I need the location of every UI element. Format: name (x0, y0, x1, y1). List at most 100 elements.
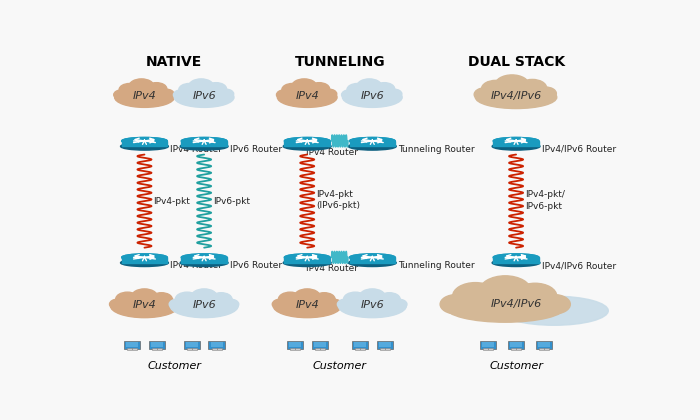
Circle shape (174, 90, 190, 100)
Text: IPv4/IPv6 Router: IPv4/IPv6 Router (542, 261, 616, 270)
FancyBboxPatch shape (209, 341, 225, 349)
FancyBboxPatch shape (351, 341, 368, 349)
FancyBboxPatch shape (149, 341, 165, 349)
Circle shape (169, 299, 186, 310)
Circle shape (321, 89, 337, 99)
Ellipse shape (277, 87, 337, 108)
Circle shape (453, 283, 498, 310)
Ellipse shape (349, 254, 395, 261)
Text: IPv4/IPv6 Router: IPv4/IPv6 Router (542, 145, 616, 154)
Text: IPv4/IPv6: IPv4/IPv6 (491, 92, 542, 101)
Text: Customer: Customer (147, 361, 202, 371)
Text: IPv6 Router: IPv6 Router (230, 145, 282, 154)
Ellipse shape (181, 137, 227, 144)
Text: Tunneling Router: Tunneling Router (398, 145, 475, 154)
FancyBboxPatch shape (482, 342, 494, 347)
Ellipse shape (284, 254, 330, 261)
FancyBboxPatch shape (183, 341, 199, 349)
Ellipse shape (122, 137, 167, 144)
Text: Customer: Customer (489, 361, 543, 371)
FancyBboxPatch shape (286, 341, 303, 349)
Circle shape (309, 83, 330, 95)
Ellipse shape (180, 259, 228, 267)
Ellipse shape (349, 143, 396, 150)
Circle shape (218, 89, 234, 99)
FancyBboxPatch shape (377, 341, 393, 349)
FancyBboxPatch shape (480, 341, 496, 349)
Ellipse shape (492, 259, 540, 267)
FancyBboxPatch shape (510, 342, 522, 347)
Circle shape (538, 294, 570, 314)
Polygon shape (181, 257, 227, 263)
Circle shape (206, 83, 227, 95)
FancyBboxPatch shape (152, 348, 162, 350)
Circle shape (162, 299, 179, 309)
FancyBboxPatch shape (289, 342, 301, 347)
Circle shape (279, 292, 302, 306)
FancyBboxPatch shape (126, 342, 138, 347)
Circle shape (347, 84, 368, 96)
Ellipse shape (122, 254, 167, 261)
Circle shape (158, 89, 174, 99)
Circle shape (474, 88, 497, 101)
Ellipse shape (181, 254, 227, 261)
Text: IPv4: IPv4 (132, 92, 156, 102)
Polygon shape (122, 141, 167, 147)
Text: IPv4 Router: IPv4 Router (306, 147, 358, 157)
Text: IPv4-pkt/: IPv4-pkt/ (525, 190, 565, 199)
Circle shape (146, 83, 167, 95)
Ellipse shape (122, 254, 167, 261)
Ellipse shape (445, 293, 565, 322)
Text: TUNNELING: TUNNELING (295, 55, 385, 69)
FancyBboxPatch shape (379, 342, 391, 347)
Circle shape (342, 90, 358, 100)
Text: IPv4 Router: IPv4 Router (306, 264, 358, 273)
Ellipse shape (122, 137, 167, 144)
Text: IPv6-pkt: IPv6-pkt (213, 197, 250, 206)
Circle shape (325, 299, 342, 309)
Circle shape (129, 79, 154, 94)
FancyBboxPatch shape (511, 348, 521, 350)
FancyBboxPatch shape (290, 348, 300, 350)
FancyBboxPatch shape (539, 348, 550, 350)
Circle shape (178, 84, 199, 96)
Circle shape (191, 289, 217, 304)
Polygon shape (122, 257, 167, 263)
Text: (IPv6-pkt): (IPv6-pkt) (316, 202, 360, 210)
FancyBboxPatch shape (211, 342, 223, 347)
Ellipse shape (181, 254, 227, 261)
Ellipse shape (338, 294, 406, 318)
Circle shape (480, 276, 531, 307)
Text: IPv4: IPv4 (295, 92, 319, 102)
Ellipse shape (475, 86, 556, 108)
Ellipse shape (342, 87, 402, 108)
Ellipse shape (284, 143, 331, 150)
Circle shape (513, 283, 557, 309)
Ellipse shape (174, 87, 234, 108)
Text: Customer: Customer (313, 361, 367, 371)
Ellipse shape (115, 87, 174, 108)
Circle shape (337, 299, 355, 310)
Circle shape (109, 299, 127, 310)
Circle shape (132, 289, 158, 304)
Circle shape (188, 79, 214, 94)
Ellipse shape (349, 137, 395, 144)
Polygon shape (181, 141, 227, 147)
Ellipse shape (494, 254, 539, 261)
Circle shape (292, 79, 317, 94)
Polygon shape (284, 141, 330, 147)
Text: IPv4 Router: IPv4 Router (170, 145, 222, 154)
Circle shape (440, 294, 473, 314)
Circle shape (176, 292, 199, 306)
FancyBboxPatch shape (354, 342, 366, 347)
FancyBboxPatch shape (379, 348, 390, 350)
Ellipse shape (181, 137, 227, 144)
FancyBboxPatch shape (314, 342, 326, 347)
Polygon shape (349, 141, 395, 147)
Circle shape (113, 90, 130, 100)
Circle shape (314, 293, 335, 306)
Ellipse shape (494, 137, 539, 144)
FancyBboxPatch shape (312, 341, 328, 349)
Text: IPv4-pkt: IPv4-pkt (316, 190, 353, 199)
Text: IPv6: IPv6 (193, 92, 216, 102)
